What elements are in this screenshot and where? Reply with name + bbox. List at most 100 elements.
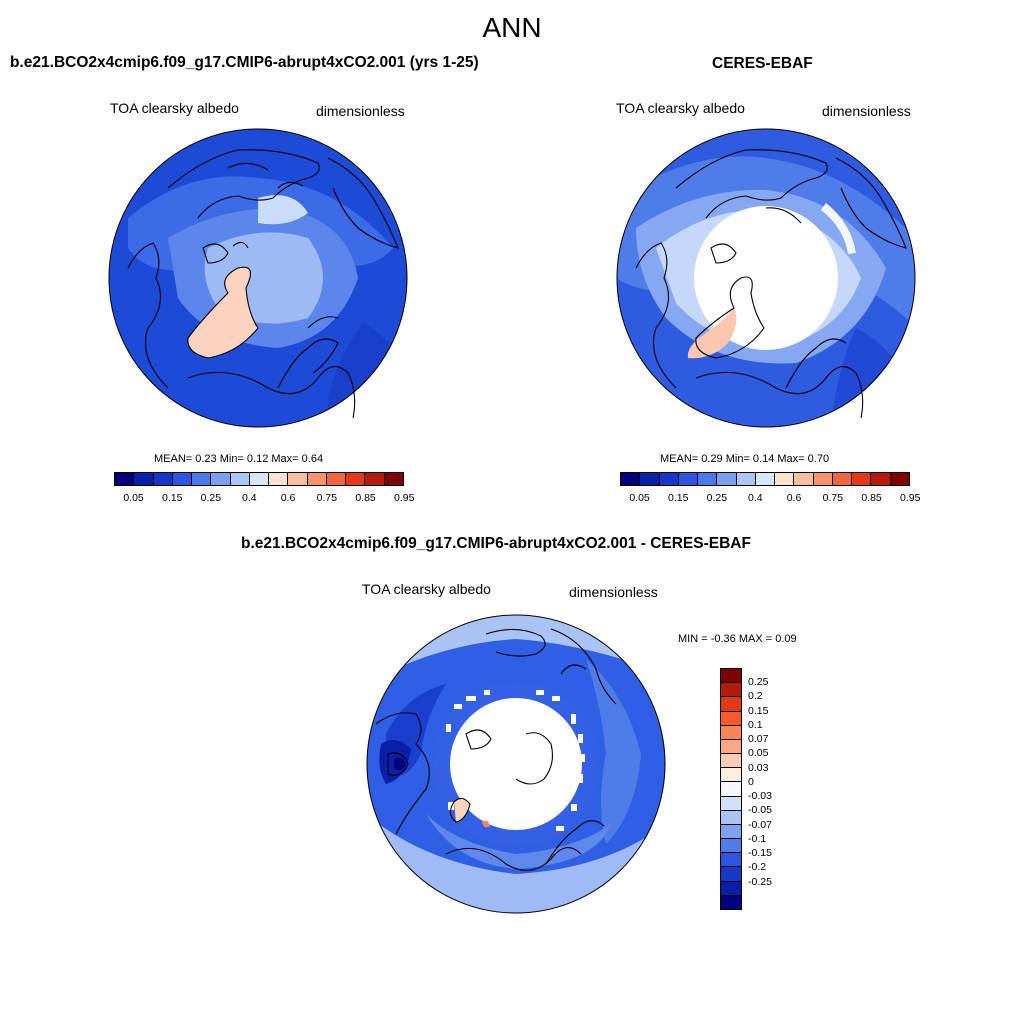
diff-colorbar-box bbox=[721, 669, 741, 684]
figure-title: ANN bbox=[482, 12, 542, 43]
model-stats: MEAN= 0.23 Min= 0.12 Max= 0.64 bbox=[154, 453, 324, 465]
diff-colorbar-box bbox=[721, 895, 741, 909]
diff-colorbar-labels: 0.25 0.2 0.15 0.1 0.07 0.05 0.03 0 -0.03 -0.05 -0.… bbox=[748, 668, 808, 910]
model-colorbar-tick-label: 0.05 bbox=[123, 492, 144, 504]
diff-colorbar-box bbox=[721, 739, 741, 755]
obs-variable-label: TOA clearsky albedo bbox=[616, 100, 745, 116]
diff-colorbar-tick-label: -0.15 bbox=[748, 847, 772, 860]
obs-colorbar-box bbox=[813, 473, 833, 485]
obs-colorbar-tick-label: 0.75 bbox=[822, 492, 844, 504]
model-colorbar-box bbox=[230, 473, 250, 485]
model-colorbar-box bbox=[365, 473, 385, 485]
diff-colorbar-tick-label: -0.07 bbox=[748, 818, 772, 831]
model-colorbar-tick-label: 0.25 bbox=[200, 492, 222, 504]
obs-colorbar-box bbox=[717, 473, 737, 485]
diff-colorbar-box bbox=[721, 725, 741, 740]
model-colorbar-box bbox=[307, 473, 327, 485]
obs-colorbar-labels: 0.05 0.15 0.25 0.4 0.6 0.75 0.85 0.95 bbox=[620, 492, 920, 506]
model-colorbar-box bbox=[211, 473, 231, 485]
obs-colorbar-tick-label: 0.85 bbox=[861, 492, 882, 504]
model-colorbar-box bbox=[384, 473, 403, 485]
model-colorbar-tick-label: 0.75 bbox=[316, 492, 338, 504]
obs-colorbar-box bbox=[736, 473, 756, 485]
diff-colorbar-tick-label: 0.05 bbox=[748, 747, 769, 760]
diff-colorbar-tick-label: -0.25 bbox=[748, 875, 772, 888]
model-colorbar-box bbox=[249, 473, 270, 485]
diff-colorbar-box bbox=[721, 810, 741, 825]
model-panel-title: b.e21.BCO2x4cmip6.f09_g17.CMIP6-abrupt4x… bbox=[10, 54, 479, 71]
diff-polar-map bbox=[366, 614, 666, 914]
model-colorbar-tick-label: 0.6 bbox=[280, 492, 296, 504]
diff-colorbar-box bbox=[721, 824, 741, 840]
diff-colorbar-tick-label: -0.2 bbox=[748, 861, 767, 874]
model-colorbar-box bbox=[153, 473, 173, 485]
model-colorbar-box bbox=[192, 473, 212, 485]
obs-colorbar-box bbox=[755, 473, 776, 485]
model-colorbar-labels: 0.05 0.15 0.25 0.4 0.6 0.75 0.85 0.95 bbox=[114, 492, 414, 506]
diff-colorbar-tick-label: 0.1 bbox=[748, 718, 763, 731]
diff-units-label: dimensionless bbox=[569, 584, 658, 600]
obs-colorbar-box bbox=[640, 473, 660, 485]
obs-colorbar-box bbox=[871, 473, 891, 485]
diff-colorbar-tick-label: 0.03 bbox=[748, 761, 769, 774]
model-polar-map bbox=[108, 128, 408, 428]
model-units-label: dimensionless bbox=[316, 103, 405, 119]
obs-colorbar-box bbox=[678, 473, 699, 485]
model-colorbar-box bbox=[326, 473, 347, 485]
diff-colorbar-box bbox=[721, 754, 741, 769]
obs-colorbar-box bbox=[890, 473, 909, 485]
diff-colorbar-tick-label: -0.03 bbox=[748, 790, 772, 803]
diff-colorbar-tick-label: 0.15 bbox=[748, 704, 769, 717]
model-colorbar-box bbox=[346, 473, 366, 485]
model-variable-label: TOA clearsky albedo bbox=[110, 100, 239, 116]
diff-colorbar-box bbox=[721, 796, 741, 811]
obs-colorbar-tick-label: 0.15 bbox=[668, 492, 689, 504]
diff-colorbar-tick-label: 0.25 bbox=[748, 676, 769, 689]
obs-panel-title: CERES-EBAF bbox=[712, 55, 813, 72]
diff-colorbar-box bbox=[721, 768, 741, 783]
model-colorbar-box bbox=[172, 473, 193, 485]
diff-colorbar-tick-label: 0.07 bbox=[748, 733, 769, 746]
diff-colorbar-box bbox=[721, 867, 741, 882]
model-colorbar-box bbox=[288, 473, 308, 485]
obs-colorbar-box bbox=[659, 473, 679, 485]
obs-colorbar-box bbox=[621, 473, 641, 485]
diff-colorbar-box bbox=[721, 782, 741, 797]
diff-colorbar-box bbox=[721, 697, 741, 712]
diff-colorbar-box bbox=[721, 839, 741, 854]
model-colorbar-tick-label: 0.85 bbox=[355, 492, 376, 504]
obs-polar-map bbox=[616, 128, 916, 428]
obs-colorbar bbox=[620, 472, 910, 486]
diff-colorbar-tick-label: -0.05 bbox=[748, 804, 772, 817]
diff-stats: MIN = -0.36 MAX = 0.09 bbox=[678, 633, 797, 645]
diff-colorbar-box bbox=[721, 853, 741, 868]
obs-colorbar-box bbox=[852, 473, 872, 485]
obs-colorbar-tick-label: 0.05 bbox=[629, 492, 650, 504]
diff-colorbar-tick-label: 0 bbox=[748, 775, 754, 788]
obs-colorbar-box bbox=[775, 473, 795, 485]
obs-stats: MEAN= 0.29 Min= 0.14 Max= 0.70 bbox=[660, 453, 830, 465]
obs-units-label: dimensionless bbox=[822, 103, 911, 119]
diff-variable-label: TOA clearsky albedo bbox=[362, 581, 491, 597]
model-colorbar-box bbox=[115, 473, 135, 485]
diff-colorbar bbox=[720, 668, 742, 910]
obs-colorbar-box bbox=[832, 473, 853, 485]
obs-colorbar-tick-label: 0.25 bbox=[706, 492, 728, 504]
model-colorbar-box bbox=[134, 473, 154, 485]
diff-colorbar-tick-label: -0.1 bbox=[748, 832, 767, 845]
obs-colorbar-tick-label: 0.95 bbox=[900, 492, 921, 504]
obs-colorbar-box bbox=[698, 473, 718, 485]
diff-colorbar-box bbox=[721, 683, 741, 698]
diff-colorbar-box bbox=[721, 881, 741, 896]
obs-colorbar-box bbox=[794, 473, 814, 485]
obs-colorbar-tick-label: 0.4 bbox=[748, 492, 763, 504]
model-colorbar bbox=[114, 472, 404, 486]
model-colorbar-box bbox=[269, 473, 289, 485]
obs-colorbar-tick-label: 0.6 bbox=[786, 492, 802, 504]
diff-colorbar-box bbox=[721, 711, 741, 726]
diff-colorbar-tick-label: 0.2 bbox=[748, 690, 763, 703]
model-colorbar-tick-label: 0.15 bbox=[162, 492, 183, 504]
model-colorbar-tick-label: 0.4 bbox=[242, 492, 257, 504]
model-colorbar-tick-label: 0.95 bbox=[394, 492, 415, 504]
diff-panel-title: b.e21.BCO2x4cmip6.f09_g17.CMIP6-abrupt4x… bbox=[241, 535, 751, 552]
